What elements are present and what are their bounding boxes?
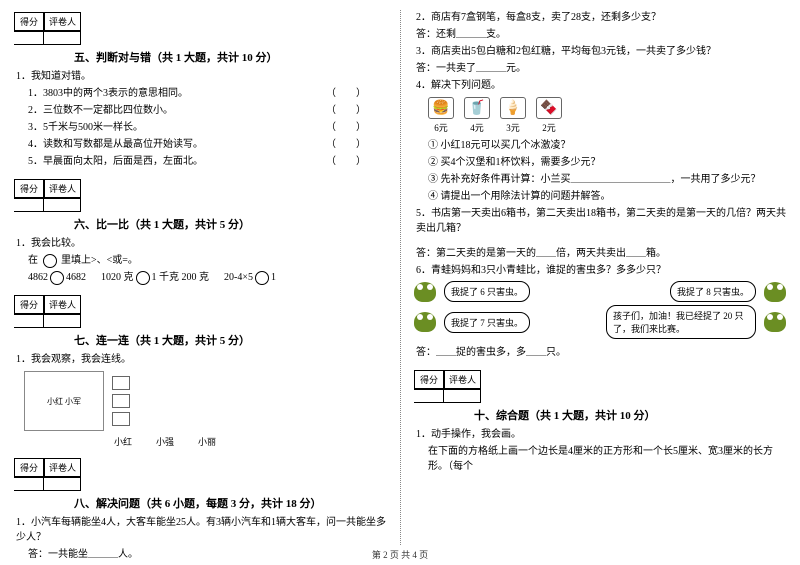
left-column: 得分 评卷人 五、判断对与错（共 1 大题，共计 10 分） 1．我知道对错。 … — [0, 0, 400, 565]
circle-icon — [43, 254, 57, 268]
sec8-sub1: ① 小红18元可以买几个冰激凌？ — [428, 138, 786, 153]
chocolate-icon: 🍫 — [536, 97, 562, 119]
names-row: 小红 小强 小丽 — [114, 435, 386, 448]
sec6-compare-row: 48624682 1020 克1 千克 200 克 20-4×51 — [28, 270, 386, 285]
sec8-sub3: ③ 先补充好条件再计算：小兰买＿＿＿＿＿＿＿＿＿＿，一共用了多少元？ — [428, 172, 786, 187]
sec10-text: 在下面的方格纸上画一个边长是4厘米的正方形和一个长5厘米、宽3厘米的长方形。（每… — [428, 444, 786, 474]
sec5-item-5: 5．早晨面向太阳，后面是西，左面北。（ ） — [28, 154, 386, 169]
grader-label: 评卷人 — [44, 12, 81, 31]
right-column: 2．商店有7盒钢笔，每盒8支，卖了28支，还剩多少支？ 答：还剩＿＿＿支。 3．… — [400, 0, 800, 565]
sec8-q4: 4．解决下列问题。 — [416, 78, 786, 93]
section-10-title: 十、综合题（共 1 大题，共计 10 分） — [474, 407, 786, 423]
bubble-2: 我捉了 8 只害虫。 — [670, 281, 756, 302]
sec8-q1: 1．小汽车每辆能坐4人，大客车能坐25人。有3辆小汽车和1辆大客车，问一共能坐多… — [16, 515, 386, 545]
sec5-lead: 1．我知道对错。 — [16, 69, 386, 84]
sec8-a2: 答：还剩＿＿＿支。 — [416, 27, 786, 42]
sec10-lead: 1．动手操作，我会画。 — [416, 427, 786, 442]
frog-icon — [764, 282, 786, 302]
scene-image: 小红 小军 — [24, 371, 104, 431]
target-3 — [112, 412, 130, 426]
item-burger: 🍔6元 — [428, 97, 454, 134]
score-box-8: 得分 评卷人 — [14, 458, 81, 491]
target-1 — [112, 376, 130, 390]
burger-icon: 🍔 — [428, 97, 454, 119]
item-chocolate: 🍫2元 — [536, 97, 562, 134]
item-icecream: 🍦3元 — [500, 97, 526, 134]
section-6-title: 六、比一比（共 1 大题，共计 5 分） — [74, 216, 386, 232]
score-box-5: 得分 评卷人 — [14, 12, 81, 45]
bubble-1: 我捉了 6 只害虫。 — [444, 281, 530, 302]
sec8-q6: 6．青蛙妈妈和3只小青蛙比，谁捉的害虫多？多多少只？ — [416, 263, 786, 278]
sec8-q3: 3．商店卖出5包白糖和2包红糖，平均每包3元钱，一共卖了多少钱？ — [416, 44, 786, 59]
page-footer: 第 2 页 共 4 页 — [0, 548, 800, 561]
circle-icon[interactable] — [255, 271, 269, 285]
sec5-item-2: 2．三位数不一定都比四位数小。（ ） — [28, 103, 386, 118]
sec5-item-3: 3．5千米与500米一样长。（ ） — [28, 120, 386, 135]
bubble-3: 我捉了 7 只害虫。 — [444, 312, 530, 333]
circle-icon[interactable] — [50, 271, 64, 285]
sec8-q5: 5．书店第一天卖出6箱书，第二天卖出18箱书，第二天卖的是第一天的几倍？两天共卖… — [416, 206, 786, 236]
sec6-lead: 1．我会比较。 — [16, 236, 386, 251]
sec6-hint: 在 里填上>、<或=。 — [28, 253, 386, 268]
drink-icon: 🥤 — [464, 97, 490, 119]
icecream-icon: 🍦 — [500, 97, 526, 119]
sec8-a5: 答：第二天卖的是第一天的＿＿倍，两天共卖出＿＿箱。 — [416, 246, 786, 261]
section-7-title: 七、连一连（共 1 大题，共计 5 分） — [74, 332, 386, 348]
sec8-sub4: ④ 请提出一个用除法计算的问题并解答。 — [428, 189, 786, 204]
bubble-4: 孩子们，加油！我已经捉了 20 只了，我们来比赛。 — [606, 305, 756, 339]
frog-icon — [764, 312, 786, 332]
score-box-7: 得分 评卷人 — [14, 295, 81, 328]
sec8-a3: 答：一共卖了＿＿＿元。 — [416, 61, 786, 76]
frog-row-1: 我捉了 6 只害虫。 我捉了 8 只害虫。 — [414, 281, 786, 302]
score-label: 得分 — [14, 12, 44, 31]
sec5-item-4: 4．读数和写数都是从最高位开始读写。（ ） — [28, 137, 386, 152]
sec8-a6: 答：＿＿捉的害虫多，多＿＿只。 — [416, 345, 786, 360]
price-row: 🍔6元 🥤4元 🍦3元 🍫2元 — [428, 97, 786, 134]
frog-icon — [414, 312, 436, 332]
frog-row-2: 我捉了 7 只害虫。 孩子们，加油！我已经捉了 20 只了，我们来比赛。 — [414, 305, 786, 339]
sec7-lead: 1．我会观察，我会连线。 — [16, 352, 386, 367]
sec5-item-1: 1．3803中的两个3表示的意思相同。（ ） — [28, 86, 386, 101]
score-box-6: 得分 评卷人 — [14, 179, 81, 212]
sec8-sub2: ② 买4个汉堡和1杯饮料，需要多少元？ — [428, 155, 786, 170]
sec8-q2: 2．商店有7盒钢笔，每盒8支，卖了28支，还剩多少支？ — [416, 10, 786, 25]
connect-diagram: 小红 小军 — [24, 371, 386, 431]
section-8-title: 八、解决问题（共 6 小题，每题 3 分，共计 18 分） — [74, 495, 386, 511]
target-2 — [112, 394, 130, 408]
score-box-10: 得分 评卷人 — [414, 370, 481, 403]
section-5-title: 五、判断对与错（共 1 大题，共计 10 分） — [74, 49, 386, 65]
frog-icon — [414, 282, 436, 302]
circle-icon[interactable] — [136, 271, 150, 285]
item-drink: 🥤4元 — [464, 97, 490, 134]
